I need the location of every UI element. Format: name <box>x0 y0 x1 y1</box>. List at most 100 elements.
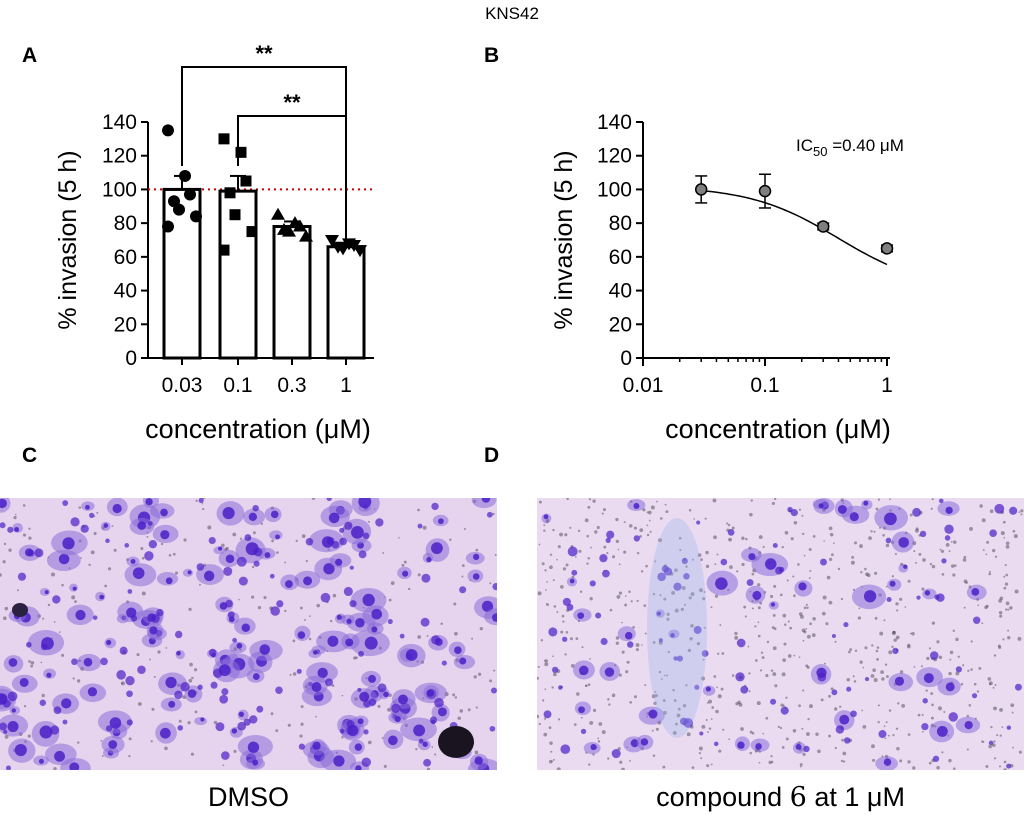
speck <box>683 603 686 606</box>
cell-small <box>238 576 248 586</box>
speck <box>885 585 888 588</box>
speck <box>718 749 722 753</box>
speck <box>90 550 95 555</box>
speck <box>295 539 298 543</box>
speck <box>859 660 863 664</box>
cell <box>371 626 378 633</box>
cell <box>108 740 118 749</box>
speck <box>755 659 758 662</box>
speck <box>988 572 992 576</box>
chart-a-x-label: concentration (μM) <box>145 414 371 444</box>
cell <box>259 644 271 655</box>
cell <box>413 724 426 737</box>
speck <box>401 563 405 567</box>
cell-small <box>147 521 153 526</box>
speck <box>78 506 82 509</box>
speck <box>251 565 255 569</box>
speck <box>726 522 729 525</box>
cell <box>737 741 745 749</box>
speck <box>801 727 804 730</box>
speck <box>929 562 933 566</box>
cell-small <box>417 523 423 529</box>
significance-bracket <box>237 115 347 239</box>
speck <box>422 525 427 530</box>
cell-small <box>676 655 683 662</box>
speck <box>851 555 855 559</box>
speck <box>607 698 610 701</box>
speck <box>575 637 579 640</box>
speck <box>493 669 496 672</box>
speck <box>757 634 761 638</box>
cell <box>8 658 18 667</box>
cell-small <box>197 684 203 690</box>
cell <box>87 687 98 697</box>
speck <box>146 535 149 538</box>
speck <box>467 708 471 712</box>
speck <box>426 767 431 770</box>
cell-small <box>1009 506 1018 515</box>
speck <box>680 607 684 612</box>
speck <box>963 555 967 559</box>
data-point <box>880 242 894 255</box>
speck <box>899 670 904 674</box>
bar <box>272 225 312 360</box>
cell <box>187 689 197 698</box>
cell-small <box>339 537 347 546</box>
speck <box>4 734 9 739</box>
cell <box>38 758 44 764</box>
speck <box>569 637 573 641</box>
speck <box>665 510 669 514</box>
panel-label-d: D <box>484 444 500 467</box>
speck <box>14 513 17 516</box>
speck <box>707 731 709 733</box>
speck <box>195 499 198 502</box>
speck <box>757 621 760 624</box>
speck <box>706 764 710 768</box>
cell <box>903 564 908 569</box>
speck <box>221 543 225 548</box>
speck <box>994 684 997 686</box>
ic50-annotation: IC50 =0.40 μM <box>796 136 904 159</box>
speck <box>828 600 833 605</box>
cell-small <box>92 615 98 620</box>
speck <box>353 656 357 660</box>
cell <box>106 639 112 646</box>
speck <box>727 523 731 527</box>
cell-small <box>126 690 133 698</box>
speck <box>913 550 916 553</box>
speck <box>284 561 287 564</box>
speck <box>576 692 580 696</box>
speck <box>740 727 744 731</box>
speck <box>577 529 581 533</box>
data-point <box>816 220 830 233</box>
cell-small <box>399 633 405 639</box>
speck <box>635 648 639 652</box>
figure-title: KNS42 <box>485 4 539 23</box>
cell-small <box>325 678 333 687</box>
cell-small <box>885 537 892 544</box>
data-point <box>758 184 772 198</box>
cell-small <box>486 511 493 518</box>
cell-small <box>26 641 32 648</box>
data-point <box>162 220 174 233</box>
cell-small <box>362 532 370 540</box>
cell-small <box>387 619 393 625</box>
speck <box>662 765 666 769</box>
panel-label-b: B <box>484 44 500 67</box>
speck <box>809 569 812 572</box>
speck <box>636 599 639 603</box>
cell-small <box>363 729 369 735</box>
speck <box>803 554 806 557</box>
cell <box>85 504 90 510</box>
speck <box>151 707 155 711</box>
speck <box>41 693 45 698</box>
speck <box>585 684 587 687</box>
cell-small <box>922 698 928 704</box>
speck <box>891 575 894 578</box>
speck <box>164 746 168 751</box>
speck <box>602 508 606 512</box>
speck <box>915 527 919 531</box>
speck <box>550 750 553 753</box>
speck <box>663 674 666 677</box>
chart-b-y-ticks: 0 20 40 60 80 100 120 140 <box>597 111 643 370</box>
